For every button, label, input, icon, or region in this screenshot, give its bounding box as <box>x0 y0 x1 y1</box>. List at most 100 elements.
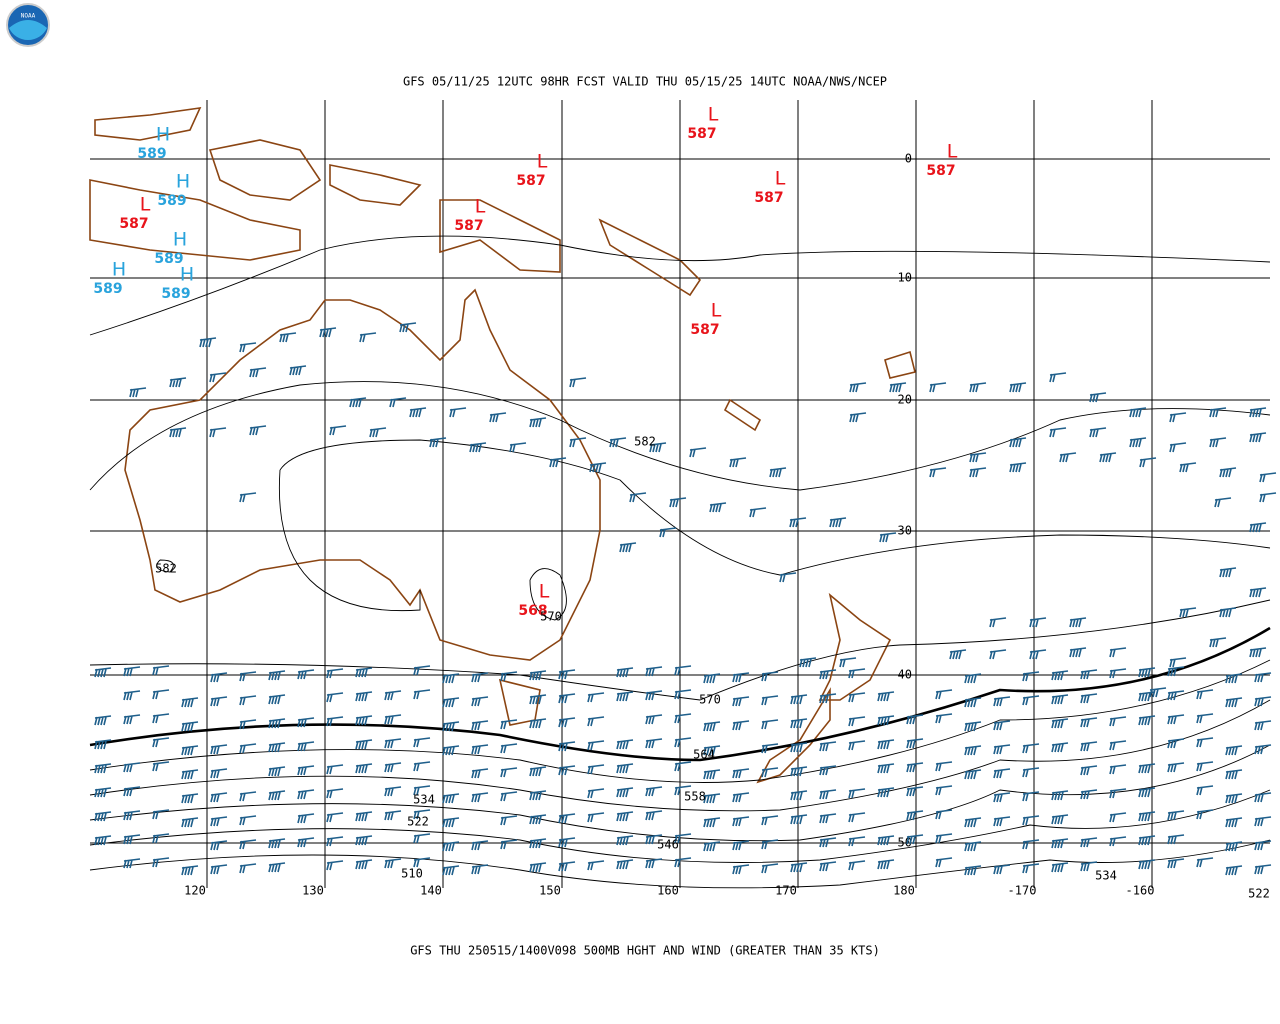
wind-barb <box>1029 649 1047 660</box>
wind-barb <box>94 667 112 678</box>
wind-barb <box>587 788 605 799</box>
wind-barb <box>1080 789 1098 800</box>
wind-barb <box>239 815 257 826</box>
wind-barb <box>442 817 460 828</box>
wind-barb <box>355 811 373 822</box>
wind-barb <box>587 740 605 751</box>
wind-barb <box>529 790 547 801</box>
longitude-label: 130 <box>302 884 324 898</box>
wind-barb <box>1139 457 1157 468</box>
wind-barb <box>413 785 431 796</box>
wind-barb <box>1196 785 1214 796</box>
wind-barb <box>1080 741 1098 752</box>
wind-barbs <box>94 322 1277 876</box>
wind-barb <box>1080 693 1098 704</box>
wind-barb <box>500 719 518 730</box>
wind-barb <box>1051 838 1069 849</box>
wind-barb <box>732 696 750 707</box>
wind-barb <box>749 507 767 518</box>
wind-barb <box>703 817 721 828</box>
wind-barb <box>732 672 750 683</box>
contour-label: 522 <box>407 815 429 829</box>
wind-barb <box>1167 666 1185 677</box>
wind-barb <box>529 670 547 681</box>
wind-barb <box>471 720 489 731</box>
wind-barb <box>799 657 817 668</box>
wind-barb <box>703 841 721 852</box>
wind-barb <box>964 865 982 876</box>
wind-barb <box>1209 407 1227 418</box>
wind-barb <box>669 497 687 508</box>
wind-barb <box>413 857 431 868</box>
contour-label: 534 <box>413 793 435 807</box>
wind-barb <box>1249 432 1267 443</box>
wind-barb <box>949 649 967 660</box>
wind-barb <box>1167 690 1185 701</box>
wind-barb <box>442 745 460 756</box>
wind-barb <box>1138 859 1156 870</box>
wind-barb <box>558 837 576 848</box>
wind-barb <box>848 812 866 823</box>
wind-barb <box>384 810 402 821</box>
wind-barb <box>1022 767 1040 778</box>
latitude-label: -10 <box>890 271 912 285</box>
wind-barb <box>181 817 199 828</box>
wind-barb <box>1022 863 1040 874</box>
wind-barb <box>529 417 547 428</box>
contour-label: 564 <box>693 748 715 762</box>
center-value: 589 <box>157 193 186 209</box>
wind-barb <box>94 811 112 822</box>
wind-barb <box>355 835 373 846</box>
wind-barb <box>297 765 315 776</box>
wind-barb <box>616 691 634 702</box>
wind-barb <box>326 692 344 703</box>
wind-barb <box>123 714 141 725</box>
wind-barb <box>399 322 417 333</box>
wind-barb <box>471 672 489 683</box>
wind-barb <box>989 617 1007 628</box>
wind-barb <box>1009 437 1027 448</box>
wind-barb <box>1196 737 1214 748</box>
wind-barb <box>210 768 228 779</box>
longitude-label: -160 <box>1126 884 1155 898</box>
wind-barb <box>929 467 947 478</box>
wind-barb <box>389 397 407 408</box>
wind-barb <box>355 715 373 726</box>
wind-barb <box>442 865 460 876</box>
wind-barb <box>849 382 867 393</box>
wind-barb <box>123 858 141 869</box>
wind-barb <box>848 692 866 703</box>
wind-barb <box>877 715 895 726</box>
noaa-logo: NOAA <box>6 3 50 47</box>
latitude-label: -40 <box>890 668 912 682</box>
wind-barb <box>819 861 837 872</box>
wind-barb <box>1080 669 1098 680</box>
wind-barb <box>1254 720 1272 731</box>
wind-barb <box>1022 815 1040 826</box>
wind-barb <box>1225 697 1243 708</box>
longitude-label: 120 <box>184 884 206 898</box>
wind-barb <box>761 767 779 778</box>
wind-barb <box>769 467 787 478</box>
wind-barb <box>239 695 257 706</box>
wind-barb <box>616 787 634 798</box>
wind-barb <box>703 673 721 684</box>
wind-barb <box>1009 462 1027 473</box>
wind-barb <box>209 427 227 438</box>
wind-barb <box>239 492 257 503</box>
wind-barb <box>1022 839 1040 850</box>
wind-barb <box>1225 793 1243 804</box>
wind-barb <box>674 833 692 844</box>
wind-barb <box>1169 442 1187 453</box>
wind-barb <box>1109 764 1127 775</box>
contour-label: 534 <box>1095 869 1117 883</box>
wind-barb <box>935 785 953 796</box>
wind-barb <box>297 837 315 848</box>
wind-barb <box>1080 765 1098 776</box>
wind-barb <box>761 815 779 826</box>
map-title: GFS 05/11/25 12UTC 98HR FCST VALID THU 0… <box>403 75 887 89</box>
wind-barb <box>790 718 808 729</box>
center-value: 589 <box>161 286 190 302</box>
wind-barb <box>384 738 402 749</box>
